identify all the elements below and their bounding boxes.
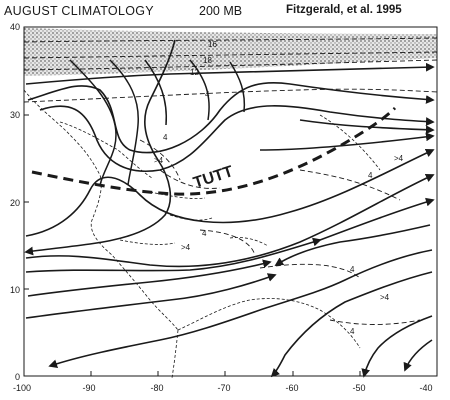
jet-stream-band: [24, 28, 437, 76]
lon-tick-label: -80: [150, 383, 164, 393]
lon-tick-label: -50: [352, 383, 366, 393]
isotach-label: 12: [190, 68, 199, 77]
isotach-label: 16: [208, 40, 217, 49]
lon-tick-label: -70: [217, 383, 231, 393]
isotach-label: >4: [394, 154, 404, 163]
isotach-label: >4: [181, 243, 191, 252]
isotach-label: 4: [205, 90, 210, 99]
isotachs: [23, 37, 438, 325]
lon-tick-label: -90: [82, 383, 96, 393]
plot-frame: [23, 26, 438, 377]
pressure-level: 200 MB: [199, 4, 243, 18]
lat-tick-label: 10: [9, 285, 20, 295]
isotach-label: 4: [202, 229, 207, 238]
isotach-label: 4: [350, 327, 355, 336]
streamlines: [24, 39, 435, 378]
lon-tick-label: -60: [285, 383, 299, 393]
isotach-label: >4: [154, 156, 164, 165]
author-credit: Fitzgerald, et al. 1995: [286, 4, 402, 16]
isotach-label: >4: [380, 293, 390, 302]
isotach-label: 18: [203, 56, 212, 65]
lon-tick-label: -40: [419, 383, 433, 393]
coastline: [23, 89, 381, 379]
lat-tick-label: 0: [14, 372, 20, 382]
tutt-trough-axis: [31, 106, 397, 196]
lat-tick-label: 20: [9, 198, 20, 208]
isotach-label: 4: [350, 265, 355, 274]
isotach-label: 4: [368, 171, 373, 180]
isotach-label: 4: [163, 133, 168, 142]
tutt-label: TUTT: [191, 163, 235, 192]
map-title: AUGUST CLIMATOLOGY: [4, 4, 154, 18]
lat-tick-label: 30: [9, 110, 20, 120]
lon-tick-label: -100: [12, 383, 31, 393]
lat-tick-label: 40: [9, 22, 20, 32]
